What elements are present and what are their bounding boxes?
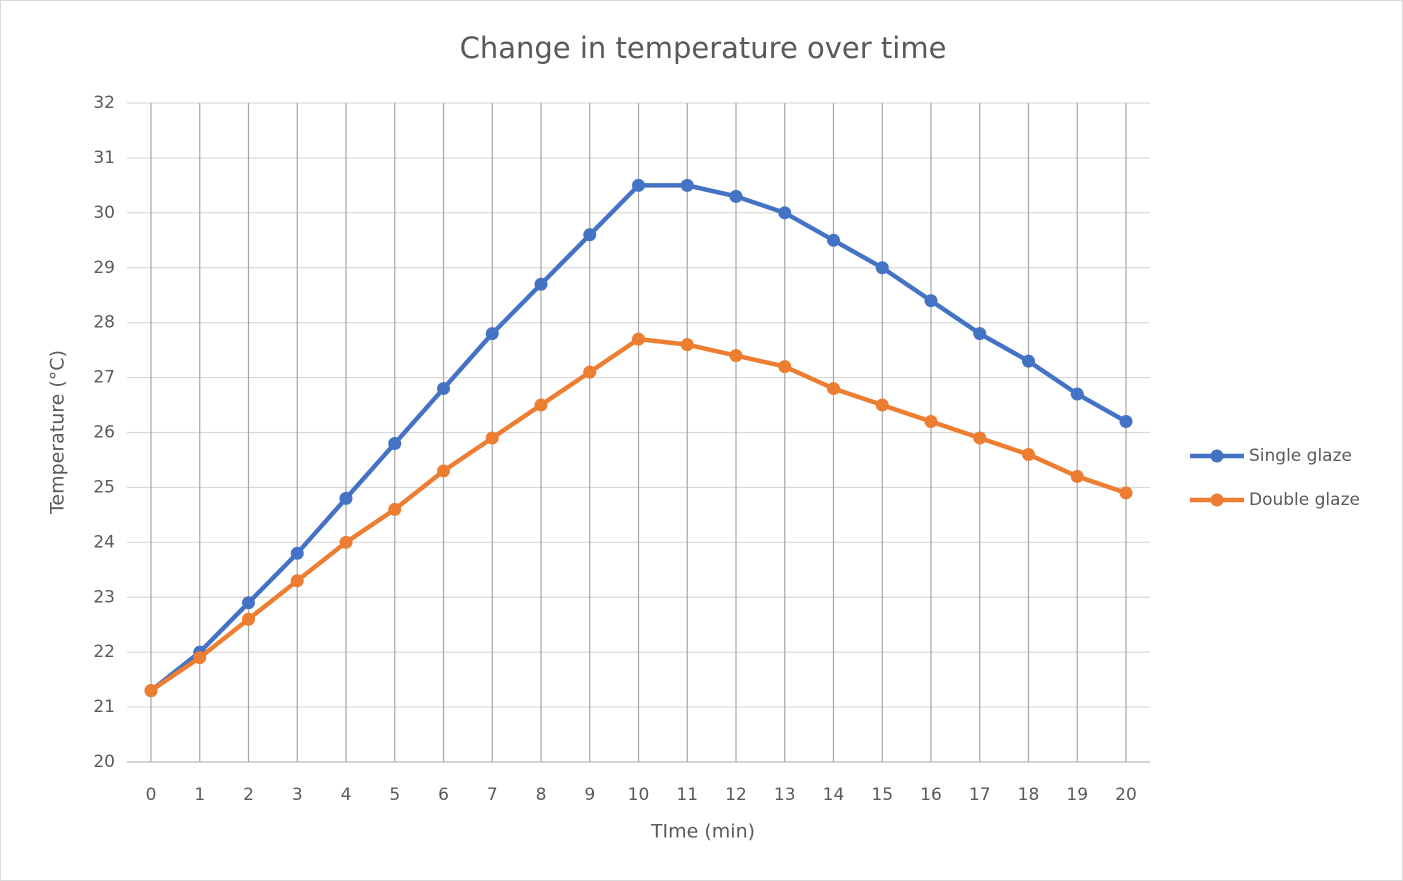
data-point bbox=[583, 365, 597, 379]
data-point bbox=[924, 294, 938, 308]
data-point bbox=[875, 398, 889, 412]
x-tick-label: 20 bbox=[1115, 785, 1137, 805]
data-point bbox=[924, 415, 938, 429]
y-tick-label: 30 bbox=[93, 203, 115, 223]
x-tick-label: 2 bbox=[243, 785, 254, 805]
x-axis-title: TIme (min) bbox=[650, 821, 755, 843]
y-tick-label: 27 bbox=[93, 368, 115, 388]
data-point bbox=[290, 546, 304, 560]
data-point bbox=[632, 178, 645, 192]
data-point bbox=[485, 327, 499, 341]
data-point bbox=[339, 491, 353, 505]
y-tick-label: 20 bbox=[93, 752, 115, 772]
x-tick-label: 4 bbox=[341, 785, 352, 805]
legend-label: Double glaze bbox=[1249, 490, 1360, 510]
x-tick-label: 16 bbox=[920, 785, 942, 805]
x-tick-label: 19 bbox=[1066, 785, 1088, 805]
data-point bbox=[875, 261, 889, 275]
x-tick-label: 0 bbox=[146, 785, 157, 805]
data-point bbox=[729, 189, 743, 203]
x-tick-label: 11 bbox=[676, 785, 698, 805]
data-point bbox=[388, 436, 402, 450]
y-tick-label: 22 bbox=[93, 642, 115, 662]
x-tick-label: 12 bbox=[725, 785, 747, 805]
data-point bbox=[778, 206, 792, 220]
data-point bbox=[1022, 447, 1035, 461]
data-point bbox=[242, 596, 255, 610]
chart-title: Change in temperature over time bbox=[460, 31, 947, 65]
y-tick-label: 21 bbox=[93, 697, 115, 717]
data-point bbox=[632, 332, 645, 346]
data-point bbox=[242, 612, 255, 626]
legend-marker bbox=[1210, 493, 1224, 507]
data-point bbox=[1070, 387, 1084, 401]
data-point bbox=[534, 277, 548, 291]
x-tick-label: 10 bbox=[628, 785, 650, 805]
data-point bbox=[778, 360, 792, 374]
data-point bbox=[485, 431, 499, 445]
data-point bbox=[973, 431, 987, 445]
y-tick-label: 23 bbox=[93, 587, 115, 607]
y-tick-label: 24 bbox=[93, 532, 115, 552]
legend-label: Single glaze bbox=[1249, 446, 1352, 466]
x-tick-label: 5 bbox=[389, 785, 400, 805]
x-tick-label: 15 bbox=[871, 785, 893, 805]
y-axis-title: Temperature (°C) bbox=[47, 350, 69, 515]
x-tick-label: 1 bbox=[194, 785, 205, 805]
y-tick-label: 28 bbox=[93, 313, 115, 333]
data-point bbox=[144, 684, 158, 698]
data-point bbox=[193, 651, 207, 665]
y-tick-label: 31 bbox=[93, 148, 115, 168]
data-point bbox=[827, 233, 840, 247]
data-point bbox=[290, 574, 304, 588]
x-tick-label: 3 bbox=[292, 785, 303, 805]
legend-marker bbox=[1210, 449, 1224, 463]
data-point bbox=[583, 228, 597, 242]
x-tick-label: 17 bbox=[969, 785, 991, 805]
data-point bbox=[1070, 469, 1084, 483]
x-tick-label: 9 bbox=[584, 785, 595, 805]
data-point bbox=[827, 382, 840, 396]
data-point bbox=[437, 382, 450, 396]
y-tick-label: 32 bbox=[93, 93, 115, 113]
data-point bbox=[1119, 415, 1133, 429]
data-point bbox=[1119, 486, 1133, 500]
x-tick-label: 18 bbox=[1018, 785, 1040, 805]
data-point bbox=[680, 178, 694, 192]
data-point bbox=[729, 349, 743, 363]
data-point bbox=[1022, 354, 1035, 368]
data-point bbox=[437, 464, 450, 478]
x-tick-label: 13 bbox=[774, 785, 796, 805]
data-point bbox=[973, 327, 987, 341]
data-point bbox=[534, 398, 548, 412]
x-tick-label: 6 bbox=[438, 785, 449, 805]
data-point bbox=[680, 338, 694, 352]
data-point bbox=[339, 535, 353, 549]
x-tick-label: 7 bbox=[487, 785, 498, 805]
data-point bbox=[388, 502, 402, 516]
y-tick-label: 25 bbox=[93, 477, 115, 497]
x-tick-label: 14 bbox=[823, 785, 845, 805]
y-tick-label: 26 bbox=[93, 423, 115, 443]
x-tick-label: 8 bbox=[536, 785, 547, 805]
y-tick-label: 29 bbox=[93, 258, 115, 278]
